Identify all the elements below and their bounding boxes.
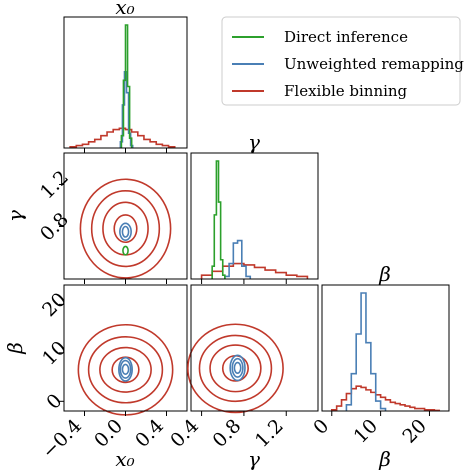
xtick-label-x0-0: −0.4	[38, 415, 86, 463]
ytick-label-x0_beta-1: 10	[38, 337, 71, 370]
legend-label-flexible: Flexible binning	[284, 82, 408, 100]
contour-flexible-x0_beta-2	[87, 336, 164, 404]
contour-flexible-x0_beta-1	[99, 346, 152, 393]
panel-frame-gamma_beta	[190, 284, 319, 412]
xlabel-beta: β	[378, 447, 391, 471]
ytick-label-x0_beta-2: 20	[38, 289, 71, 322]
xtick-label-beta-0: 0	[309, 415, 333, 439]
panel-x0_beta	[63, 284, 188, 416]
ytick-label-x0_gamma-0: 0.8	[36, 208, 73, 245]
contour-flexible-x0_gamma-3	[79, 178, 172, 279]
xlabel-x0: x₀	[115, 447, 134, 471]
panel-x0-hist	[63, 16, 188, 149]
ytick-label-x0_gamma-1: 1.2	[36, 166, 73, 203]
panel-gamma_beta	[187, 284, 319, 414]
ytick-label-x0_beta-0: 0	[42, 390, 66, 414]
contour-direct-x0_gamma-0	[122, 245, 129, 256]
hist-flexible-gamma	[200, 262, 309, 279]
contour-flexible-x0_beta-3	[77, 323, 174, 416]
legend-label-direct: Direct inference	[284, 28, 408, 46]
panel-gamma-hist	[190, 152, 319, 280]
panel-beta-hist	[321, 284, 450, 412]
contour-flexible-gamma_beta-2	[198, 334, 273, 403]
contour-unweighted-x0_beta-1	[119, 359, 132, 379]
hist-flexible-beta	[330, 385, 441, 412]
panel-frame-beta	[321, 284, 450, 412]
hist-direct-gamma	[211, 160, 226, 279]
hist-unweighted-x0	[119, 70, 134, 148]
xtick-label-beta-2: 20	[398, 415, 431, 448]
contour-unweighted-x0_beta-0	[121, 363, 130, 375]
diag-title-beta: β	[378, 262, 391, 286]
contour-flexible-x0_gamma-2	[90, 190, 161, 268]
panel-x0_gamma	[63, 152, 188, 280]
contour-unweighted-gamma_beta-0	[233, 361, 242, 374]
contour-flexible-gamma_beta-3	[187, 323, 284, 414]
xtick-label-x0-2: 0.4	[131, 415, 168, 452]
contour-flexible-gamma_beta-1	[209, 344, 262, 393]
contour-unweighted-gamma_beta-1	[231, 357, 244, 378]
legend-label-unweighted: Unweighted remapping	[284, 55, 464, 73]
diag-title-x0: x₀	[115, 0, 134, 19]
contour-flexible-x0_gamma-0	[113, 214, 138, 244]
contour-unweighted-x0_beta-2	[118, 356, 133, 382]
panel-frame-gamma	[190, 152, 319, 280]
hist-direct-x0	[120, 24, 133, 148]
contour-unweighted-x0_gamma-1	[119, 222, 132, 241]
xtick-label-gamma-0: 0.4	[166, 415, 203, 452]
contour-unweighted-gamma_beta-2	[229, 354, 246, 382]
xtick-label-beta-1: 10	[349, 415, 382, 448]
xtick-label-gamma-1: 0.8	[209, 415, 246, 452]
ylabel-beta: β	[3, 342, 27, 355]
diag-title-gamma: γ	[248, 130, 260, 154]
contour-unweighted-x0_gamma-0	[121, 225, 130, 238]
hist-unweighted-beta	[345, 292, 387, 411]
legend-frame	[221, 16, 461, 106]
hist-unweighted-gamma	[224, 239, 252, 279]
xlabel-gamma: γ	[248, 447, 260, 471]
ylabel-gamma: γ	[3, 210, 27, 222]
legend: Direct inference Unweighted remapping Flex…	[221, 16, 464, 106]
